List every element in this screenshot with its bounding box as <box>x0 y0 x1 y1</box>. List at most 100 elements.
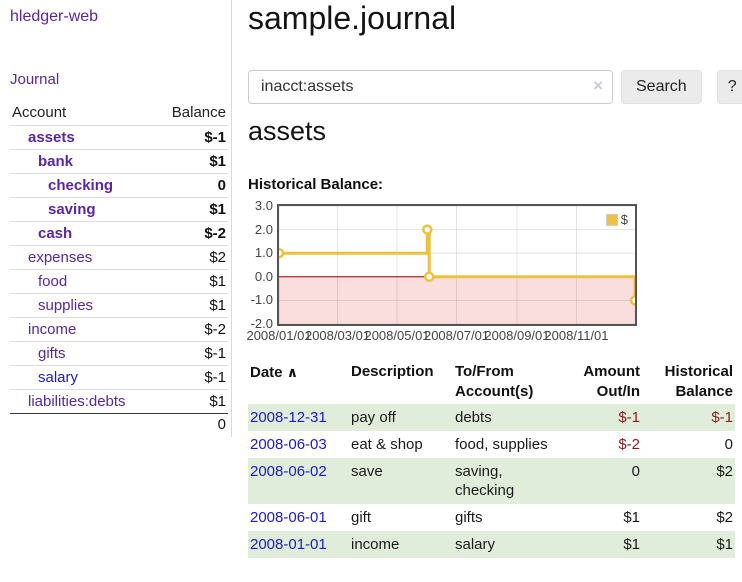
account-row: bank $1 <box>10 149 228 174</box>
search-button[interactable]: Search <box>621 70 702 104</box>
accounts-cell: salary <box>455 536 496 553</box>
legend-label: $ <box>620 212 628 227</box>
transaction-date-link[interactable]: 2008-01-01 <box>250 536 327 553</box>
search-input[interactable] <box>248 70 613 104</box>
sidebar-account-link[interactable]: expenses <box>28 249 93 266</box>
page-title: sample.journal <box>248 0 457 36</box>
register-table: Date ∧ Description To/From Account(s) Amount… <box>248 360 735 558</box>
account-balance: $-2 <box>155 317 228 342</box>
sort-ascending-icon: ∧ <box>286 364 299 380</box>
app-title-link[interactable]: hledger-web <box>10 8 99 25</box>
accounts-cell: debts <box>455 409 492 426</box>
date-cell: 2008-06-01 <box>248 504 345 531</box>
accounts-cell: gifts <box>455 509 483 526</box>
account-balance: $1 <box>155 149 228 174</box>
description-cell: eat & shop <box>351 436 423 453</box>
date-cell: 2008-12-31 <box>248 404 345 431</box>
balance-cell: $1 <box>716 536 733 553</box>
account-balance: $1 <box>155 293 228 318</box>
account-balance: $2 <box>155 245 228 270</box>
account-row: saving $1 <box>10 197 228 222</box>
register-row: 2008-06-02 save saving, checking 0 $2 <box>248 458 735 504</box>
help-button[interactable]: ? <box>716 70 742 104</box>
account-row: checking 0 <box>10 173 228 198</box>
sidebar-account-link[interactable]: bank <box>38 153 74 170</box>
x-axis-tick: 2008/03/01 <box>304 328 371 343</box>
balance-cell: $2 <box>716 463 733 480</box>
amount-cell: $-1 <box>618 409 640 426</box>
balance-cell: $-1 <box>711 409 733 426</box>
account-row: income $-2 <box>10 317 228 342</box>
balance-cell: 0 <box>724 436 733 453</box>
description-cell: gift <box>351 509 372 526</box>
register-row: 2008-06-03 eat & shop food, supplies $-2 0 <box>248 431 735 458</box>
accounts-cell: food, supplies <box>455 436 548 453</box>
y-axis-tick: -2.0 <box>250 316 273 331</box>
register-row: 2008-12-31 pay off debts $-1 $-1 <box>248 404 735 431</box>
historical-balance-label: Historical Balance: <box>248 176 384 193</box>
journal-link[interactable]: Journal <box>10 71 60 88</box>
account-balance: $1 <box>155 389 228 414</box>
amount-cell: 0 <box>631 463 640 480</box>
account-balance: $-1 <box>155 365 228 390</box>
plot-area[interactable]: $ <box>277 204 637 326</box>
sidebar-account-link[interactable]: liabilities:debts <box>28 393 126 410</box>
description-cell: pay off <box>351 409 396 426</box>
account-balance: $-2 <box>155 221 228 246</box>
account-row: liabilities:debts $1 <box>10 389 228 414</box>
account-row: salary $-1 <box>10 365 228 390</box>
account-row: food $1 <box>10 269 228 294</box>
account-row: expenses $2 <box>10 245 228 270</box>
account-row: supplies $1 <box>10 293 228 318</box>
x-axis-tick: 2008/07/01 <box>423 328 490 343</box>
sidebar: hledger-web Journal Account Balance asse… <box>0 0 232 437</box>
chart-legend: $ <box>603 211 630 228</box>
register-row: 2008-01-01 income salary $1 $1 <box>248 531 735 558</box>
transaction-date-link[interactable]: 2008-06-02 <box>250 463 327 480</box>
description-cell: save <box>351 463 383 480</box>
description-cell: income <box>351 536 400 553</box>
amount-cell: $1 <box>623 509 640 526</box>
sidebar-account-link[interactable]: gifts <box>38 345 66 362</box>
sidebar-account-link[interactable]: income <box>28 321 77 338</box>
account-row: assets $-1 <box>10 125 228 150</box>
clear-search-icon[interactable]: × <box>593 76 603 95</box>
x-axis-tick: 2008/01/01 <box>246 328 312 343</box>
account-balance: $-1 <box>155 341 228 366</box>
account-balance: $1 <box>155 197 228 222</box>
register-column-header-date[interactable]: Date ∧ <box>250 364 299 381</box>
register-column-header-to-from: To/From Account(s) <box>455 363 534 400</box>
sidebar-account-link[interactable]: checking <box>48 177 114 194</box>
balance-cell: $2 <box>716 509 733 526</box>
register-column-header-historical: Historical Balance <box>664 363 733 400</box>
legend-swatch <box>605 213 618 226</box>
y-axis-tick: 3.0 <box>254 198 273 213</box>
transaction-date-link[interactable]: 2008-12-31 <box>250 409 327 426</box>
search-input-wrap: × <box>248 70 613 104</box>
accounts-table: Account Balance assets $-1 bank $1 checking 0… <box>10 102 228 435</box>
sidebar-account-link[interactable]: saving <box>48 201 96 218</box>
transaction-date-link[interactable]: 2008-06-03 <box>250 436 327 453</box>
sidebar-account-link[interactable]: food <box>38 273 68 290</box>
sidebar-account-link[interactable]: salary <box>38 369 79 386</box>
accounts-total-row: 0 <box>10 413 228 435</box>
sidebar-account-link[interactable]: cash <box>38 225 73 242</box>
amount-cell: $1 <box>623 536 640 553</box>
transaction-date-link[interactable]: 2008-06-01 <box>250 509 327 526</box>
accounts-cell: saving, checking <box>455 463 515 499</box>
y-axis-tick: 2.0 <box>254 221 273 237</box>
sidebar-account-link[interactable]: assets <box>28 129 75 146</box>
y-axis-tick: 1.0 <box>254 245 273 261</box>
register-row: 2008-06-01 gift gifts $1 $2 <box>248 504 735 531</box>
search-bar: × Search ? <box>248 70 742 104</box>
account-heading: assets <box>248 116 327 146</box>
sidebar-account-link[interactable]: supplies <box>38 297 94 314</box>
balance-chart: $ 3.0 2.0 1.0 0.0 -1.0 -2.0 2008/01/01 2008/03/… <box>246 198 735 354</box>
date-cell: 2008-06-03 <box>248 431 345 458</box>
account-row: gifts $-1 <box>10 341 228 366</box>
y-axis-tick: 0.0 <box>254 268 273 284</box>
account-column-header: Account <box>12 104 67 121</box>
x-axis-tick: 2008/09/01 <box>484 328 550 343</box>
account-row: cash $-2 <box>10 221 228 246</box>
register-column-header-description: Description <box>351 363 434 380</box>
